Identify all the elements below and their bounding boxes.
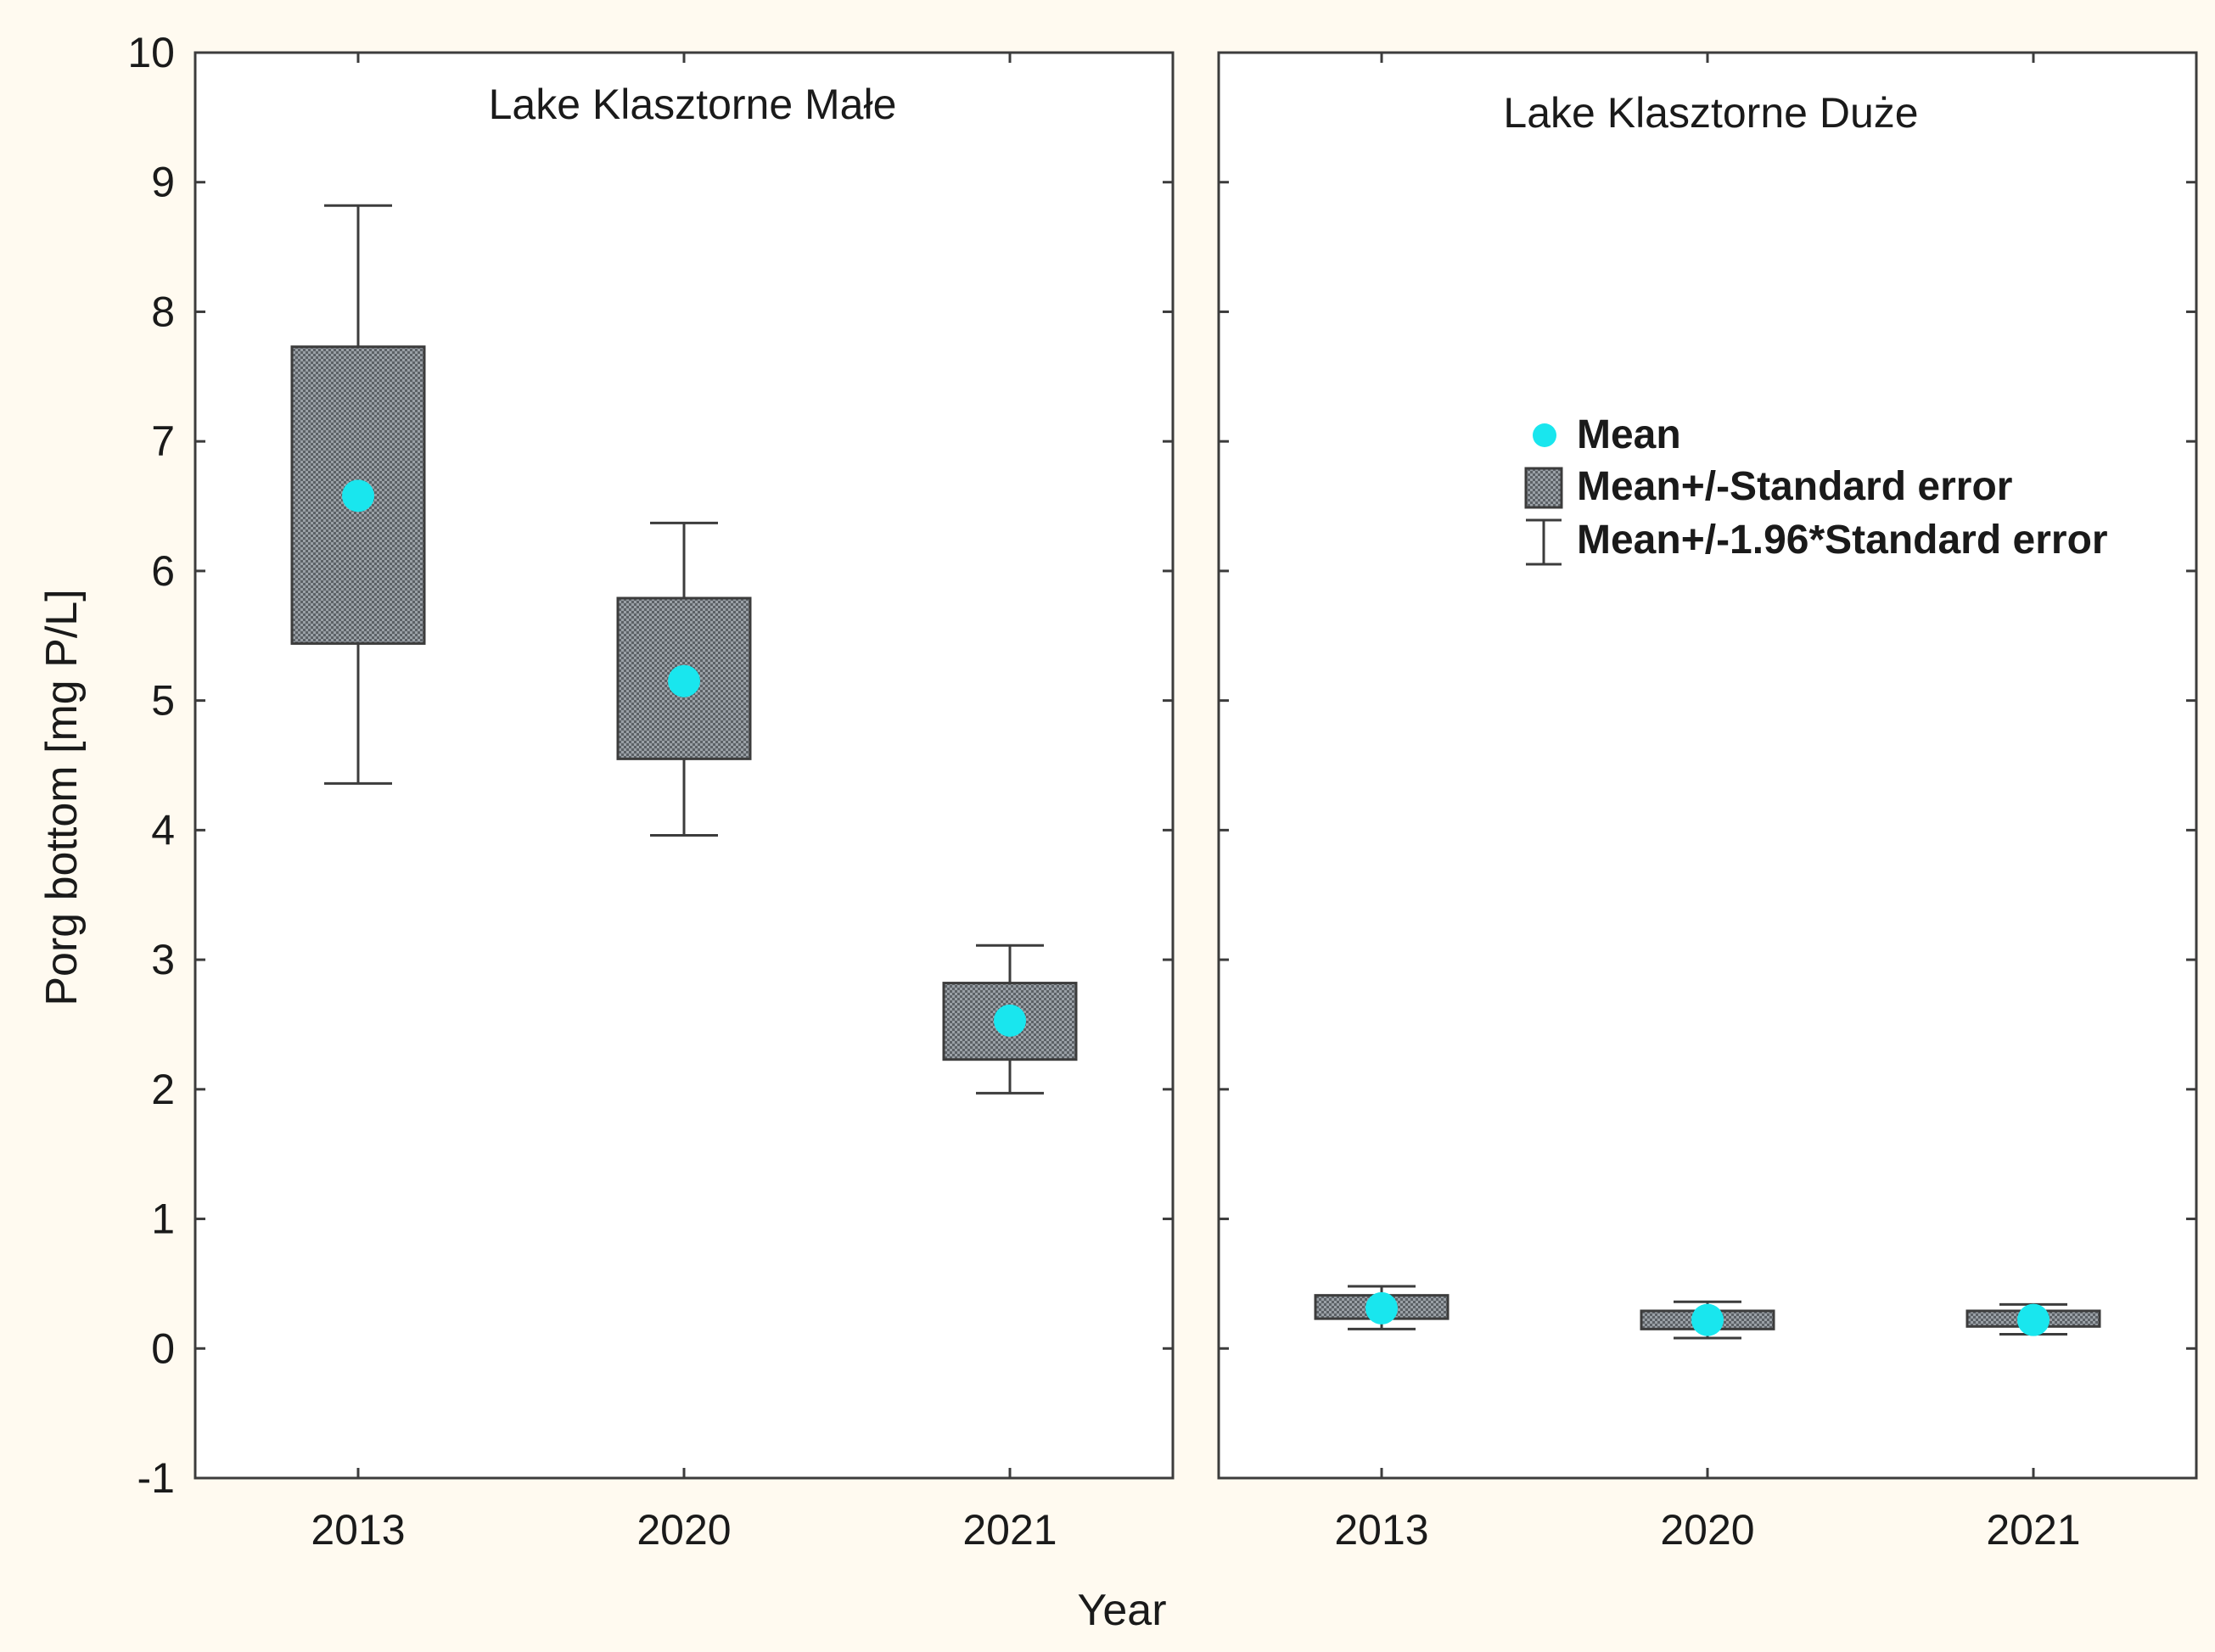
mean-point bbox=[2017, 1303, 2050, 1336]
y-tick-label: 4 bbox=[151, 806, 175, 854]
mean-point bbox=[1691, 1303, 1724, 1336]
y-tick-label: 5 bbox=[151, 677, 175, 725]
x-tick-label: 2021 bbox=[1986, 1506, 2080, 1554]
panel-lake-klasztorne-duze: Lake Klasztorne Duże 2013 2020 2021 bbox=[1217, 51, 2198, 1554]
x-tick-label: 2013 bbox=[1334, 1506, 1428, 1554]
y-axis-label: Porg bottom [mg P/L] bbox=[37, 589, 87, 1005]
x-tick-label: 2021 bbox=[962, 1506, 1057, 1554]
x-tick-label: 2013 bbox=[311, 1506, 405, 1554]
y-tick-label: 7 bbox=[151, 417, 175, 465]
legend-mean-label: Mean bbox=[1577, 412, 1681, 457]
box-2020 bbox=[1640, 1300, 1775, 1340]
mean-point bbox=[994, 1004, 1026, 1037]
box-2020 bbox=[616, 521, 752, 837]
x-tick-label: 2020 bbox=[636, 1506, 731, 1554]
legend-se-label: Mean+/-Standard error bbox=[1577, 464, 2012, 509]
y-tick-label: 8 bbox=[151, 288, 175, 335]
legend-mean-marker bbox=[1533, 423, 1556, 447]
y-tick-label: -1 bbox=[137, 1454, 175, 1502]
box-2013 bbox=[1314, 1285, 1450, 1330]
legend-se-box bbox=[1524, 467, 1563, 509]
x-axis-label: Year bbox=[1077, 1586, 1166, 1635]
box-2013 bbox=[290, 204, 426, 785]
y-tick-label: 3 bbox=[151, 936, 175, 983]
mean-point bbox=[1365, 1291, 1398, 1324]
mean-point bbox=[342, 479, 374, 512]
y-tick-label: 1 bbox=[151, 1196, 175, 1243]
legend: Mean Mean+/-Standard error Mean+/-1.96*S… bbox=[1524, 412, 2108, 566]
x-tick-label: 2020 bbox=[1660, 1506, 1754, 1554]
legend-ci-whisker bbox=[1526, 518, 1562, 566]
panel-title: Lake Klasztorne Duże bbox=[1503, 89, 1918, 137]
y-tick-label: 2 bbox=[151, 1066, 175, 1113]
mean-point bbox=[668, 664, 700, 697]
y-tick-label: 10 bbox=[127, 29, 175, 76]
y-tick-label: 6 bbox=[151, 547, 175, 595]
panel-title: Lake Klasztorne Małe bbox=[489, 81, 897, 128]
panel-lake-klasztorne-male: Lake Klasztorne Małe 2013 2020 2021 bbox=[193, 51, 1175, 1554]
box-2021 bbox=[1965, 1302, 2101, 1336]
y-tick-label: 9 bbox=[151, 159, 175, 206]
y-tick-label: 0 bbox=[151, 1324, 175, 1372]
box-2021 bbox=[942, 944, 1078, 1095]
panel-frame bbox=[1217, 51, 2198, 1480]
y-axis: -1 0 1 2 3 4 5 6 7 8 9 10 bbox=[127, 29, 2196, 1502]
legend-ci-label: Mean+/-1.96*Standard error bbox=[1577, 518, 2108, 563]
